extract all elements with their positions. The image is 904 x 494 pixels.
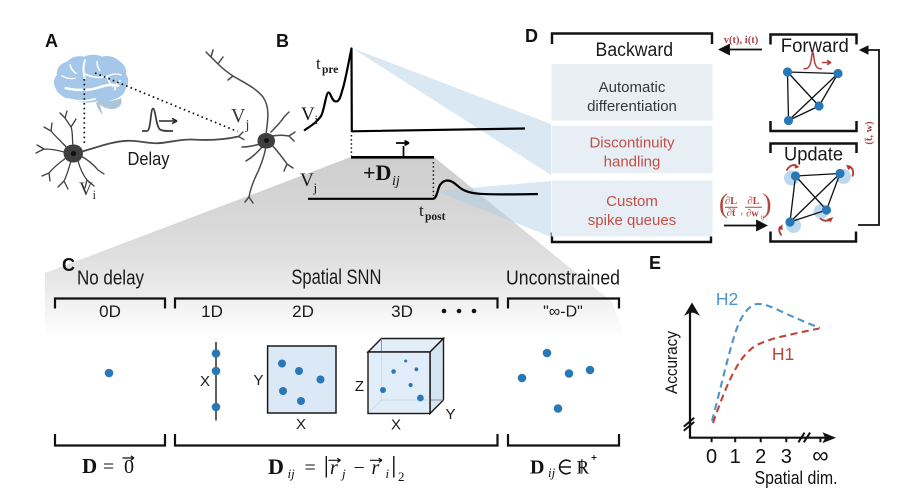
svg-text:Spatial SNN: Spatial SNN <box>291 265 381 289</box>
svg-text:=: = <box>103 456 114 478</box>
svg-text:Update: Update <box>784 145 843 166</box>
svg-text:Forward: Forward <box>781 36 849 57</box>
svg-text:B: B <box>276 31 289 51</box>
svg-text:Automatic: Automatic <box>599 79 666 96</box>
svg-text:i: i <box>315 112 319 127</box>
svg-text:2D: 2D <box>292 302 314 321</box>
svg-text:V: V <box>300 170 314 191</box>
svg-text:Delay: Delay <box>128 149 170 169</box>
svg-text:2: 2 <box>755 446 766 468</box>
svg-text:Custom: Custom <box>606 193 658 210</box>
svg-text:X: X <box>200 373 210 390</box>
svg-text:spike queues: spike queues <box>588 212 676 229</box>
svg-text:Y: Y <box>446 406 456 423</box>
svg-text:t: t <box>316 54 321 73</box>
svg-text:r: r <box>330 457 338 479</box>
svg-text:∂L: ∂L <box>747 196 759 207</box>
svg-text:∂t̄: ∂t̄ <box>727 208 736 219</box>
svg-text:handling: handling <box>604 154 661 171</box>
svg-text:ij: ij <box>761 214 765 221</box>
svg-text:(t̄, w): (t̄, w) <box>864 121 875 145</box>
svg-text:E: E <box>649 253 661 273</box>
svg-text:=: = <box>305 457 316 479</box>
svg-text:1: 1 <box>730 446 741 468</box>
svg-text:+D: +D <box>363 160 391 185</box>
svg-text:): ) <box>763 189 772 219</box>
svg-text:t: t <box>419 201 424 220</box>
svg-text:∞: ∞ <box>812 442 828 468</box>
svg-text:0: 0 <box>706 446 717 468</box>
svg-text:3D: 3D <box>391 302 413 321</box>
svg-text:D: D <box>525 26 538 46</box>
svg-text:H1: H1 <box>772 344 794 364</box>
svg-text:H2: H2 <box>716 289 738 309</box>
svg-text:,: , <box>741 206 744 217</box>
svg-text:Spatial dim.: Spatial dim. <box>755 468 838 488</box>
svg-text:j: j <box>245 118 250 133</box>
svg-text:j: j <box>340 466 346 481</box>
svg-text:X: X <box>296 416 306 433</box>
svg-text:ij: ij <box>288 466 296 481</box>
svg-text:Accuracy: Accuracy <box>662 331 681 394</box>
svg-text:0: 0 <box>124 456 134 478</box>
svg-text:ij: ij <box>392 174 400 189</box>
svg-text:0D: 0D <box>99 302 121 321</box>
svg-text:∂L: ∂L <box>725 196 737 207</box>
svg-text:−: − <box>354 457 365 479</box>
svg-text:r: r <box>372 457 380 479</box>
svg-text:differentiation: differentiation <box>587 98 677 115</box>
svg-text:i: i <box>93 187 97 202</box>
svg-text:C: C <box>62 255 75 275</box>
svg-text:No delay: No delay <box>77 267 145 290</box>
svg-text:ij: ij <box>548 465 556 480</box>
svg-text:D: D <box>82 454 97 478</box>
svg-text:Discontinuity: Discontinuity <box>589 135 675 152</box>
svg-text:V: V <box>231 105 246 127</box>
svg-text:Unconstrained: Unconstrained <box>506 267 620 290</box>
svg-text:"∞-D": "∞-D" <box>543 304 583 321</box>
svg-text:V: V <box>301 104 315 125</box>
svg-text:∂w: ∂w <box>746 209 759 220</box>
svg-text:V: V <box>79 179 93 200</box>
svg-text:Z: Z <box>355 378 364 395</box>
svg-text:post: post <box>425 211 446 223</box>
svg-text:R: R <box>577 458 590 479</box>
svg-text:X: X <box>391 417 401 434</box>
svg-text:j: j <box>313 180 318 195</box>
svg-text:A: A <box>45 31 58 51</box>
svg-text:Backward: Backward <box>596 40 674 61</box>
svg-text:3: 3 <box>781 446 792 468</box>
svg-text:2: 2 <box>398 469 405 484</box>
svg-text:(: ( <box>719 189 728 219</box>
svg-text:D: D <box>268 454 284 479</box>
svg-text:Y: Y <box>253 372 263 389</box>
svg-text:1D: 1D <box>201 302 223 321</box>
svg-text:D: D <box>530 457 544 479</box>
svg-text:v(t), i(t): v(t), i(t) <box>724 35 759 46</box>
svg-text:pre: pre <box>322 64 338 76</box>
svg-text:i: i <box>386 466 390 481</box>
